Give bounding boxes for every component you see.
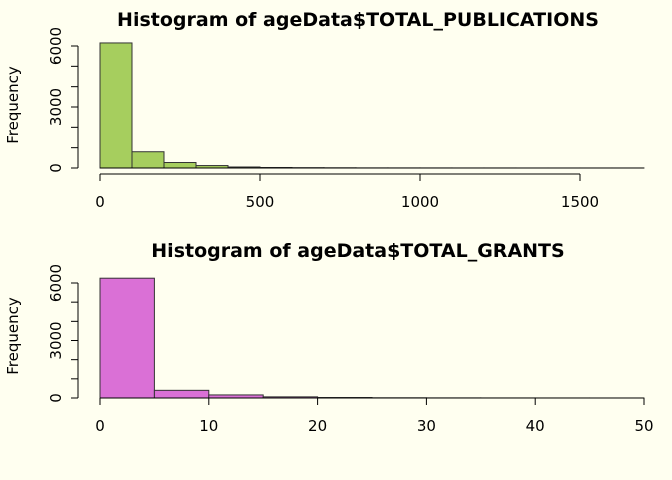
y-tick-label: 6000 xyxy=(47,27,65,65)
y-tick-label: 6000 xyxy=(47,264,65,302)
y-axis-label: Frequency xyxy=(4,297,22,375)
chart-title: Histogram of ageData$TOTAL_GRANTS xyxy=(151,240,564,262)
x-tick-label: 0 xyxy=(95,417,105,435)
x-tick-label: 1500 xyxy=(561,193,599,211)
x-tick-label: 0 xyxy=(95,193,105,211)
histogram-bar xyxy=(163,162,197,169)
histogram-bar xyxy=(99,42,133,169)
x-tick-label: 1000 xyxy=(401,193,439,211)
y-tick-label: 0 xyxy=(47,393,65,403)
chart-title: Histogram of ageData$TOTAL_PUBLICATIONS xyxy=(117,9,599,31)
y-tick-label: 3000 xyxy=(47,88,65,126)
x-tick-label: 500 xyxy=(246,193,275,211)
y-tick-label: 3000 xyxy=(47,321,65,359)
x-tick-label: 30 xyxy=(417,417,436,435)
y-tick-label: 0 xyxy=(47,163,65,173)
x-tick-label: 20 xyxy=(308,417,327,435)
y-axis-label: Frequency xyxy=(4,66,22,144)
x-tick-label: 10 xyxy=(199,417,218,435)
histogram-bar xyxy=(99,277,155,399)
x-tick-label: 50 xyxy=(634,417,653,435)
x-tick-label: 40 xyxy=(526,417,545,435)
histogram-bar xyxy=(153,389,210,399)
histogram-bar xyxy=(131,151,165,169)
